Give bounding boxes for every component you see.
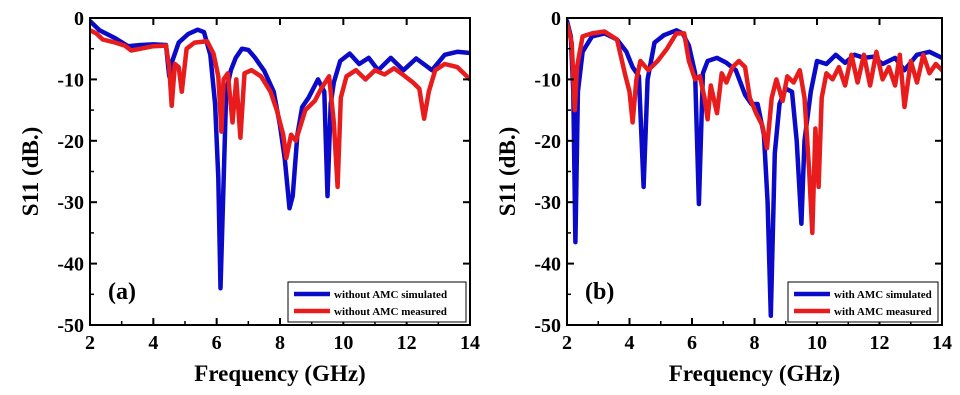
y-axis-title: S11 (dB.) — [495, 127, 520, 216]
x-tick-label: 6 — [212, 332, 222, 354]
x-tick-label: 12 — [870, 332, 890, 354]
x-tick-label: 8 — [750, 332, 760, 354]
legend-box — [287, 281, 467, 323]
legend-box — [787, 281, 939, 323]
x-tick-label: 6 — [687, 332, 697, 354]
y-tick-label: -30 — [57, 192, 84, 214]
series-line-simulated — [90, 18, 470, 291]
legend-label: with AMC simulated — [834, 289, 932, 301]
x-tick-label: 4 — [625, 332, 635, 354]
x-tick-label: 14 — [932, 332, 952, 354]
panel-b: 2 4 6 8 10 12 14 0 -10 -20 -30 -40 -50 Frequency (GHz… — [495, 8, 952, 386]
y-tick-label: -30 — [534, 192, 561, 214]
panel-label: (b) — [585, 279, 614, 305]
legend: with AMC simulated with AMC measured — [787, 281, 939, 323]
x-tick-label: 10 — [333, 332, 353, 354]
y-tick-label: -10 — [534, 69, 561, 91]
series-line-measured — [90, 28, 470, 190]
panel-label: (a) — [108, 279, 136, 305]
legend-label: without AMC simulated — [334, 289, 447, 301]
legend-label: with AMC measured — [834, 306, 932, 318]
legend-label: without AMC measured — [334, 306, 447, 318]
legend: without AMC simulated without AMC measure… — [287, 281, 467, 323]
y-axis-title: S11 (dB.) — [18, 127, 43, 216]
y-tick-label: -50 — [534, 315, 561, 337]
x-tick-label: 2 — [85, 332, 95, 354]
panel-a: 2 4 6 8 10 12 14 0 -10 -20 -30 -40 -50 Frequency (GHz… — [18, 8, 480, 386]
x-tick-label: 4 — [148, 332, 158, 354]
y-tick-label: 0 — [551, 8, 561, 30]
y-tick-label: 0 — [74, 8, 84, 30]
x-tick-label: 12 — [397, 332, 417, 354]
series-lines — [90, 18, 470, 291]
y-tick-label: -20 — [534, 131, 561, 153]
x-tick-label: 14 — [460, 332, 480, 354]
y-tick-label: -10 — [57, 69, 84, 91]
series-lines — [567, 18, 942, 319]
x-tick-label: 2 — [562, 332, 572, 354]
y-tick-label: -40 — [534, 254, 561, 276]
x-tick-label: 8 — [275, 332, 285, 354]
x-axis-title: Frequency (GHz) — [669, 361, 840, 386]
x-tick-label: 10 — [807, 332, 827, 354]
x-axis-title: Frequency (GHz) — [194, 361, 365, 386]
y-tick-label: -50 — [57, 315, 84, 337]
y-tick-label: -40 — [57, 254, 84, 276]
y-tick-label: -20 — [57, 131, 84, 153]
series-line-measured — [567, 21, 942, 236]
